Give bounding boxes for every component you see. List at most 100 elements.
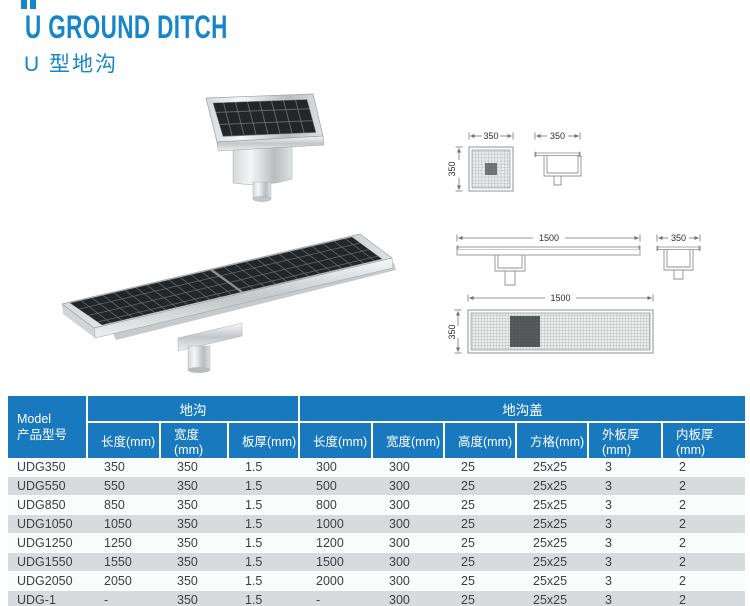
- deco-bar-right: [30, 0, 36, 9]
- cell: 2: [662, 571, 746, 591]
- cell: 2050: [87, 571, 160, 591]
- cell: 3: [588, 571, 663, 591]
- table-row: UDG1050 1050 350 1.5 1000 300 25 25x25 3…: [8, 514, 746, 534]
- cell: 300: [372, 571, 445, 591]
- square-plan-drawing: 350 350: [447, 131, 514, 192]
- cell: 3: [588, 495, 663, 515]
- model-cell: UDG-1: [8, 590, 87, 606]
- col-header-ditch-width: 宽度(mm): [160, 422, 229, 458]
- spec-table: Model 产品型号 地沟 地沟盖 长度(mm) 宽度(mm) 板厚(mm) 长…: [8, 396, 746, 606]
- cell: 350: [160, 571, 228, 591]
- cell: -: [299, 590, 373, 606]
- col-header-inner-thickness: 内板厚 (mm): [662, 422, 746, 458]
- cell: 25x25: [516, 533, 589, 553]
- cell: 300: [372, 458, 445, 477]
- cell: 3: [588, 533, 663, 553]
- col-header-cover-grid: 方格(mm): [516, 422, 590, 458]
- table-row: UDG550 550 350 1.5 500 300 25 25x25 3 2: [8, 476, 746, 496]
- ditch-group-header: 地沟: [87, 396, 301, 423]
- cell: 850: [87, 495, 160, 515]
- cell: 2: [662, 476, 746, 496]
- cell: 1500: [299, 552, 373, 572]
- col-header-ditch-thickness: 板厚(mm): [228, 422, 301, 458]
- cell: 1.5: [228, 590, 300, 606]
- model-cell: UDG350: [8, 458, 87, 477]
- cell: 25x25: [516, 552, 589, 572]
- cell: 1.5: [228, 552, 300, 572]
- cell: 2: [662, 590, 746, 606]
- dim-label: 350: [483, 131, 498, 141]
- dim-label: 1500: [539, 233, 559, 243]
- cell: 2: [662, 514, 746, 534]
- cell: 350: [160, 590, 228, 606]
- cell: 1250: [87, 533, 160, 553]
- square-drain-drawings: 350 350 350: [447, 131, 582, 192]
- cell: 3: [588, 476, 663, 496]
- cell: 350: [160, 476, 228, 496]
- page-subtitle: U 型地沟: [24, 53, 118, 76]
- dim-label: 350: [447, 324, 457, 339]
- table-row: UDG1550 1550 350 1.5 1500 300 25 25x25 3…: [8, 552, 746, 572]
- channel-drain-photo: [61, 233, 396, 373]
- cell: 550: [87, 476, 160, 496]
- cell: 350: [160, 458, 228, 477]
- model-cell: UDG1050: [8, 514, 87, 534]
- dim-label: 350: [671, 233, 686, 243]
- cell: 25: [444, 495, 517, 515]
- cell: 300: [372, 590, 445, 606]
- cell: 2000: [299, 571, 373, 591]
- cell: 1000: [299, 514, 373, 534]
- col-header-outer-thickness: 外板厚(mm): [588, 422, 664, 458]
- cell: 1.5: [228, 514, 300, 534]
- cell: 350: [87, 458, 160, 477]
- col-header-cover-height: 高度(mm): [444, 422, 518, 458]
- channel-section-drawing: 1500 350: [456, 233, 701, 286]
- cell: 350: [160, 514, 228, 534]
- cell: 1200: [299, 533, 373, 553]
- cell: 2: [662, 552, 746, 572]
- cell: 25x25: [516, 476, 589, 496]
- cell: 1.5: [228, 458, 300, 477]
- cell: 350: [160, 495, 228, 515]
- col-header-cover-length: 长度(mm): [299, 422, 374, 458]
- cell: 300: [372, 495, 445, 515]
- dim-label: 350: [447, 161, 457, 176]
- table-row: UDG1250 1250 350 1.5 1200 300 25 25x25 3…: [8, 533, 746, 553]
- cell: 3: [588, 552, 663, 572]
- cell: 350: [160, 533, 228, 553]
- page-title: U GROUND DITCH: [25, 10, 228, 46]
- cell: 1.5: [228, 476, 300, 496]
- cell: 300: [372, 514, 445, 534]
- table-row: UDG2050 2050 350 1.5 2000 300 25 25x25 3…: [8, 571, 746, 591]
- cell: 25x25: [516, 590, 589, 606]
- dim-label: 1500: [550, 293, 570, 303]
- cell: 3: [588, 514, 663, 534]
- deco-bar-left: [21, 0, 27, 9]
- model-header-zh: 产品型号: [17, 428, 68, 442]
- cell: 3: [588, 458, 663, 477]
- cell: 1.5: [228, 571, 300, 591]
- col-header-cover-width: 宽度(mm): [372, 422, 446, 458]
- table-row: UDG850 850 350 1.5 800 300 25 25x25 3 2: [8, 495, 746, 515]
- cell: 25: [444, 458, 517, 477]
- cell: 1.5: [228, 495, 300, 515]
- cell: 300: [299, 458, 373, 477]
- cell: 1050: [87, 514, 160, 534]
- model-header-en: Model: [17, 411, 52, 426]
- cell: 800: [299, 495, 373, 515]
- cell: 25x25: [516, 571, 589, 591]
- cell: 25x25: [516, 514, 589, 534]
- cell: 25: [444, 552, 517, 572]
- cell: 350: [160, 552, 228, 572]
- cell: 3: [588, 590, 663, 606]
- cell: 25: [444, 533, 517, 553]
- cell: 1550: [87, 552, 160, 572]
- cell: -: [87, 590, 160, 606]
- cell: 25: [444, 476, 517, 496]
- cell: 300: [372, 533, 445, 553]
- cell: 1.5: [228, 533, 300, 553]
- model-cell: UDG1250: [8, 533, 87, 553]
- cell: 25: [444, 590, 517, 606]
- model-cell: UDG2050: [8, 571, 87, 591]
- col-header-ditch-length: 长度(mm): [87, 422, 161, 458]
